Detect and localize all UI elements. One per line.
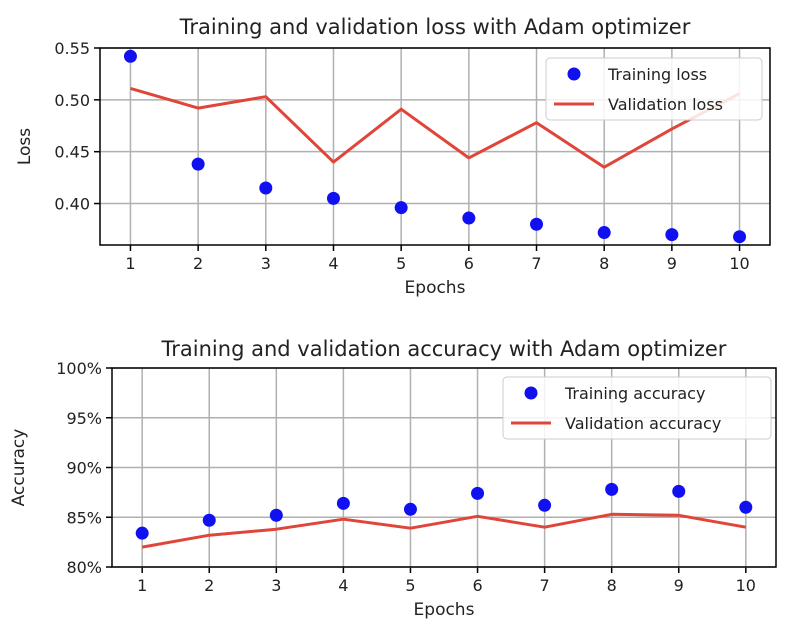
accuracy-training-point [202, 513, 216, 527]
y-tick-label: 80% [66, 558, 102, 577]
y-tick-label: 100% [56, 359, 102, 378]
legend-marker-points [524, 386, 538, 400]
x-tick-label: 6 [472, 576, 482, 595]
loss-training-point [462, 211, 476, 225]
x-tick-label: 7 [540, 576, 550, 595]
accuracy-training-point [135, 526, 149, 540]
x-tick-label: 1 [125, 254, 135, 273]
legend-marker-points [567, 67, 581, 81]
x-tick-label: 4 [338, 576, 348, 595]
legend-label: Validation loss [608, 95, 723, 114]
loss-training-point [394, 201, 408, 215]
accuracy-training-point [471, 486, 485, 500]
loss-training-point [326, 191, 340, 205]
y-axis-label: Accuracy [9, 429, 29, 507]
loss-chart: Training and validation loss with Adam o… [15, 15, 771, 298]
x-tick-label: 3 [261, 254, 271, 273]
accuracy-training-point [605, 482, 619, 496]
y-tick-label: 0.40 [54, 195, 90, 214]
chart-title: Training and validation accuracy with Ad… [161, 337, 727, 361]
y-tick-label: 95% [66, 409, 102, 428]
x-tick-label: 2 [193, 254, 203, 273]
accuracy-training-point [403, 502, 417, 516]
x-tick-label: 9 [667, 254, 677, 273]
y-tick-label: 0.45 [54, 143, 90, 162]
accuracy-training-point [672, 484, 686, 498]
x-tick-label: 10 [736, 576, 756, 595]
y-tick-label: 0.55 [54, 39, 90, 58]
x-tick-label: 9 [674, 576, 684, 595]
legend-box [502, 376, 772, 440]
loss-training-point [733, 230, 747, 244]
loss-training-point [259, 181, 273, 195]
x-tick-label: 3 [271, 576, 281, 595]
legend-box [545, 57, 763, 121]
chart-title: Training and validation loss with Adam o… [179, 15, 691, 39]
x-axis-label: Epochs [405, 278, 466, 298]
accuracy-chart: Training and validation accuracy with Ad… [9, 337, 777, 620]
legend-label: Validation accuracy [565, 414, 721, 433]
loss-training-point [191, 157, 205, 171]
x-tick-label: 8 [607, 576, 617, 595]
accuracy-validation-line [141, 512, 747, 549]
loss-validation-line [130, 86, 741, 169]
accuracy-training-point [538, 498, 552, 512]
x-axis-label: Epochs [414, 600, 475, 620]
loss-training-point [597, 226, 611, 240]
x-tick-label: 10 [729, 254, 749, 273]
x-tick-label: 4 [328, 254, 338, 273]
y-tick-label: 85% [66, 508, 102, 527]
accuracy-training-point [336, 496, 350, 510]
x-tick-label: 5 [405, 576, 415, 595]
x-tick-label: 7 [531, 254, 541, 273]
y-tick-label: 0.50 [54, 91, 90, 110]
x-tick-label: 8 [599, 254, 609, 273]
loss-training-point [530, 217, 544, 231]
loss-training-point [123, 49, 137, 63]
legend-label: Training loss [607, 65, 707, 84]
y-axis-label: Loss [15, 128, 35, 165]
plot-frame [99, 47, 771, 246]
loss-training-point [665, 228, 679, 242]
y-tick-label: 90% [66, 459, 102, 478]
x-tick-label: 2 [204, 576, 214, 595]
accuracy-training-point [739, 500, 753, 514]
legend-label: Training accuracy [564, 384, 705, 403]
x-tick-label: 1 [137, 576, 147, 595]
x-tick-label: 6 [464, 254, 474, 273]
accuracy-training-point [269, 508, 283, 522]
plot-frame [111, 367, 777, 568]
x-tick-label: 5 [396, 254, 406, 273]
